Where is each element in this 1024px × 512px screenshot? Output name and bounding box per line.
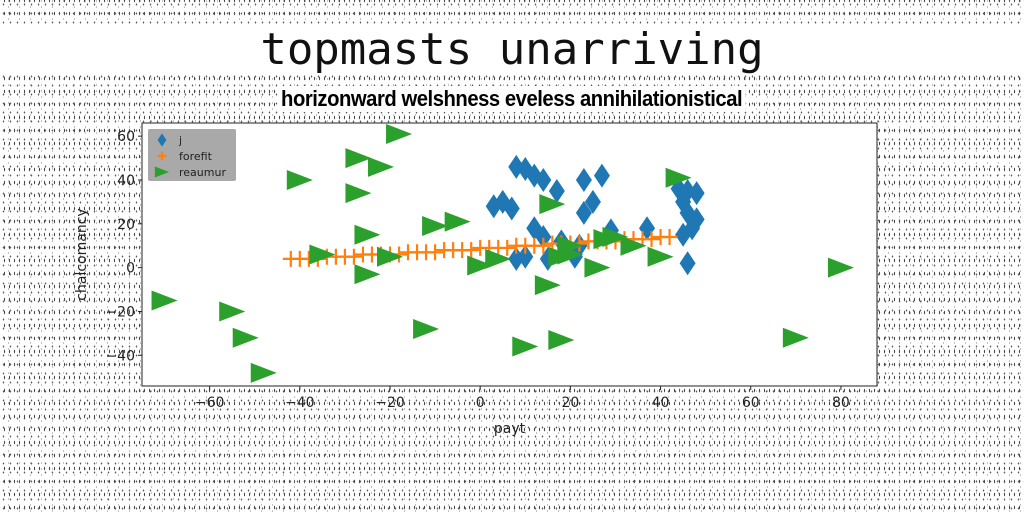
data-point-reaumur <box>584 257 611 278</box>
y-tick-label: −20 <box>105 304 135 320</box>
data-point-j <box>508 246 525 271</box>
data-point-reaumur <box>367 156 394 177</box>
legend-label: reaumur <box>179 166 226 179</box>
y-tick-label: 60 <box>117 129 135 145</box>
data-point-reaumur <box>620 235 647 256</box>
data-point-forefit <box>661 228 678 245</box>
data-point-reaumur <box>548 329 575 350</box>
data-point-reaumur <box>151 290 178 311</box>
data-point-forefit <box>499 239 516 256</box>
y-tick-label: −40 <box>105 348 135 364</box>
chart-subtitle-text: horizonward welshness eveless annihilati… <box>277 86 747 112</box>
data-point-forefit <box>463 242 480 259</box>
plot-area <box>142 123 877 386</box>
data-point-reaumur <box>377 246 404 267</box>
y-tick-label: 40 <box>117 173 135 189</box>
data-point-reaumur <box>602 226 629 247</box>
chart-subtitle: horizonward welshness eveless annihilati… <box>0 86 1024 112</box>
chart-marks <box>151 123 854 383</box>
legend-label: j <box>178 134 182 147</box>
x-tick-label: 60 <box>742 395 760 411</box>
data-point-j <box>535 167 552 192</box>
data-point-reaumur <box>512 336 539 357</box>
plot-frame <box>141 122 878 387</box>
data-point-reaumur <box>345 183 372 204</box>
x-tick-label: −20 <box>375 395 405 411</box>
chart-title-text: topmasts unarriving <box>254 24 770 75</box>
x-tick-label: 40 <box>652 395 670 411</box>
data-point-reaumur <box>467 255 494 276</box>
y-axis: −40 −20 0 20 40 60 <box>105 129 142 364</box>
data-point-j <box>584 189 601 214</box>
data-point-j <box>575 200 592 225</box>
y-tick-label: 0 <box>126 261 135 277</box>
data-point-reaumur <box>413 319 440 340</box>
legend-marker-reaumur <box>154 166 170 178</box>
data-point-reaumur <box>647 246 674 267</box>
data-point-reaumur <box>354 264 381 285</box>
data-point-j <box>503 196 520 221</box>
y-axis-label: chalcomancy <box>74 208 90 300</box>
data-point-reaumur <box>219 301 246 322</box>
y-tick-label: 20 <box>117 217 135 233</box>
data-point-reaumur <box>485 248 512 269</box>
data-point-reaumur <box>422 216 449 237</box>
x-tick-label: 20 <box>561 395 579 411</box>
data-point-reaumur <box>232 327 259 348</box>
data-point-reaumur <box>539 194 566 215</box>
x-tick-label: −40 <box>285 395 315 411</box>
data-point-forefit <box>345 248 362 265</box>
legend-marker-forefit <box>157 151 167 161</box>
x-axis-label: payt <box>494 421 526 437</box>
data-point-forefit <box>643 231 660 248</box>
legend: j forefit reaumur <box>148 129 236 181</box>
legend-marker-j <box>157 133 167 147</box>
data-point-forefit <box>427 244 444 261</box>
chart-title: topmasts unarriving <box>0 24 1024 75</box>
x-tick-label: −60 <box>195 395 225 411</box>
data-point-reaumur <box>386 123 413 144</box>
data-point-j <box>548 178 565 203</box>
data-point-j <box>688 181 705 206</box>
data-point-reaumur <box>309 244 336 265</box>
data-point-reaumur <box>250 362 277 383</box>
data-point-reaumur <box>782 327 809 348</box>
data-point-j <box>575 167 592 192</box>
x-tick-label: 0 <box>476 395 485 411</box>
data-point-reaumur <box>827 257 854 278</box>
data-point-j <box>593 163 610 188</box>
data-point-j <box>675 222 692 247</box>
data-point-reaumur <box>665 167 692 188</box>
data-point-reaumur <box>286 169 313 190</box>
legend-label: forefit <box>179 150 213 163</box>
x-axis: −60 −40 −20 0 20 40 60 80 <box>195 386 850 411</box>
x-tick-label: 80 <box>832 395 850 411</box>
data-point-reaumur <box>354 224 381 245</box>
data-point-reaumur <box>534 275 561 296</box>
data-point-reaumur <box>557 235 584 256</box>
data-point-j <box>679 251 696 276</box>
data-point-reaumur <box>444 211 471 232</box>
legend-box <box>148 129 236 181</box>
data-point-forefit <box>535 237 552 254</box>
data-point-reaumur <box>345 148 372 169</box>
